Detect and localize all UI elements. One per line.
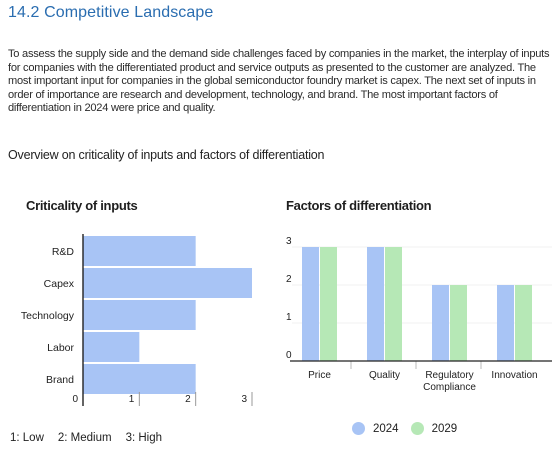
bar-innovation-2024 bbox=[497, 285, 514, 361]
y-tick-label-3: 3 bbox=[286, 236, 292, 247]
scale-legend-medium: 2: Medium bbox=[57, 432, 112, 444]
category-label-capex: Capex bbox=[44, 278, 75, 290]
differentiation-chart-title: Factors of differentiation bbox=[286, 198, 432, 213]
criticality-chart-title: Criticality of inputs bbox=[26, 198, 138, 213]
category-label-r-d: R&D bbox=[52, 246, 75, 258]
series-legend: 2024 2029 bbox=[352, 422, 469, 435]
overview-heading: Overview on criticality of inputs and fa… bbox=[8, 148, 325, 162]
scale-legend-high: 3: High bbox=[125, 432, 163, 444]
y-tick-label-1: 1 bbox=[286, 312, 292, 323]
x-tick-label-3: 3 bbox=[241, 394, 247, 405]
differentiation-chart: 0 1 2 3 Price Quality Regulatory Compliance Inno… bbox=[286, 236, 552, 393]
bar-labor bbox=[83, 332, 140, 362]
bar-regulatory-compliance-2024 bbox=[432, 285, 449, 361]
category-label-regulatory-compliance: Regulatory Compliance bbox=[423, 370, 476, 393]
bar-capex bbox=[83, 268, 252, 298]
bar-innovation-2029 bbox=[515, 285, 532, 361]
x-tick-label-1: 1 bbox=[129, 394, 135, 405]
legend-label-2029: 2029 bbox=[431, 422, 458, 435]
criticality-chart: R&D Capex Technology Labor Brand 0 1 2 3 bbox=[21, 234, 253, 406]
bar-price-2024 bbox=[302, 247, 319, 361]
category-label-brand: Brand bbox=[46, 374, 74, 386]
y-tick-label-2: 2 bbox=[286, 274, 292, 285]
scale-legend-low: 1: Low bbox=[10, 432, 44, 444]
legend-label-2024: 2024 bbox=[373, 422, 399, 435]
legend-swatch-2029 bbox=[410, 422, 424, 435]
legend-item-2029: 2029 bbox=[410, 422, 458, 435]
bar-brand bbox=[83, 364, 196, 394]
x-tick-label-2: 2 bbox=[185, 394, 191, 405]
bar-quality-2029 bbox=[385, 247, 402, 361]
legend-item-2024: 2024 bbox=[352, 422, 399, 435]
y-tick-label-0: 0 bbox=[286, 350, 292, 361]
bar-r-d bbox=[83, 236, 196, 266]
intro-paragraph: To assess the supply side and the demand… bbox=[8, 48, 550, 114]
legend-swatch-2024 bbox=[352, 422, 365, 435]
bar-technology bbox=[83, 300, 196, 330]
scale-legend: 1: Low 2: Medium 3: High bbox=[10, 432, 162, 444]
category-label-innovation: Innovation bbox=[491, 370, 537, 381]
bar-regulatory-compliance-2029 bbox=[450, 285, 467, 361]
section-title: 14.2 Competitive Landscape bbox=[8, 4, 214, 21]
category-label-technology: Technology bbox=[21, 310, 75, 322]
category-label-price: Price bbox=[308, 370, 331, 381]
category-label-labor: Labor bbox=[47, 342, 74, 354]
category-label-quality: Quality bbox=[369, 370, 400, 381]
bar-quality-2024 bbox=[367, 247, 384, 361]
bar-price-2029 bbox=[320, 247, 337, 361]
x-tick-label-0: 0 bbox=[72, 394, 78, 405]
